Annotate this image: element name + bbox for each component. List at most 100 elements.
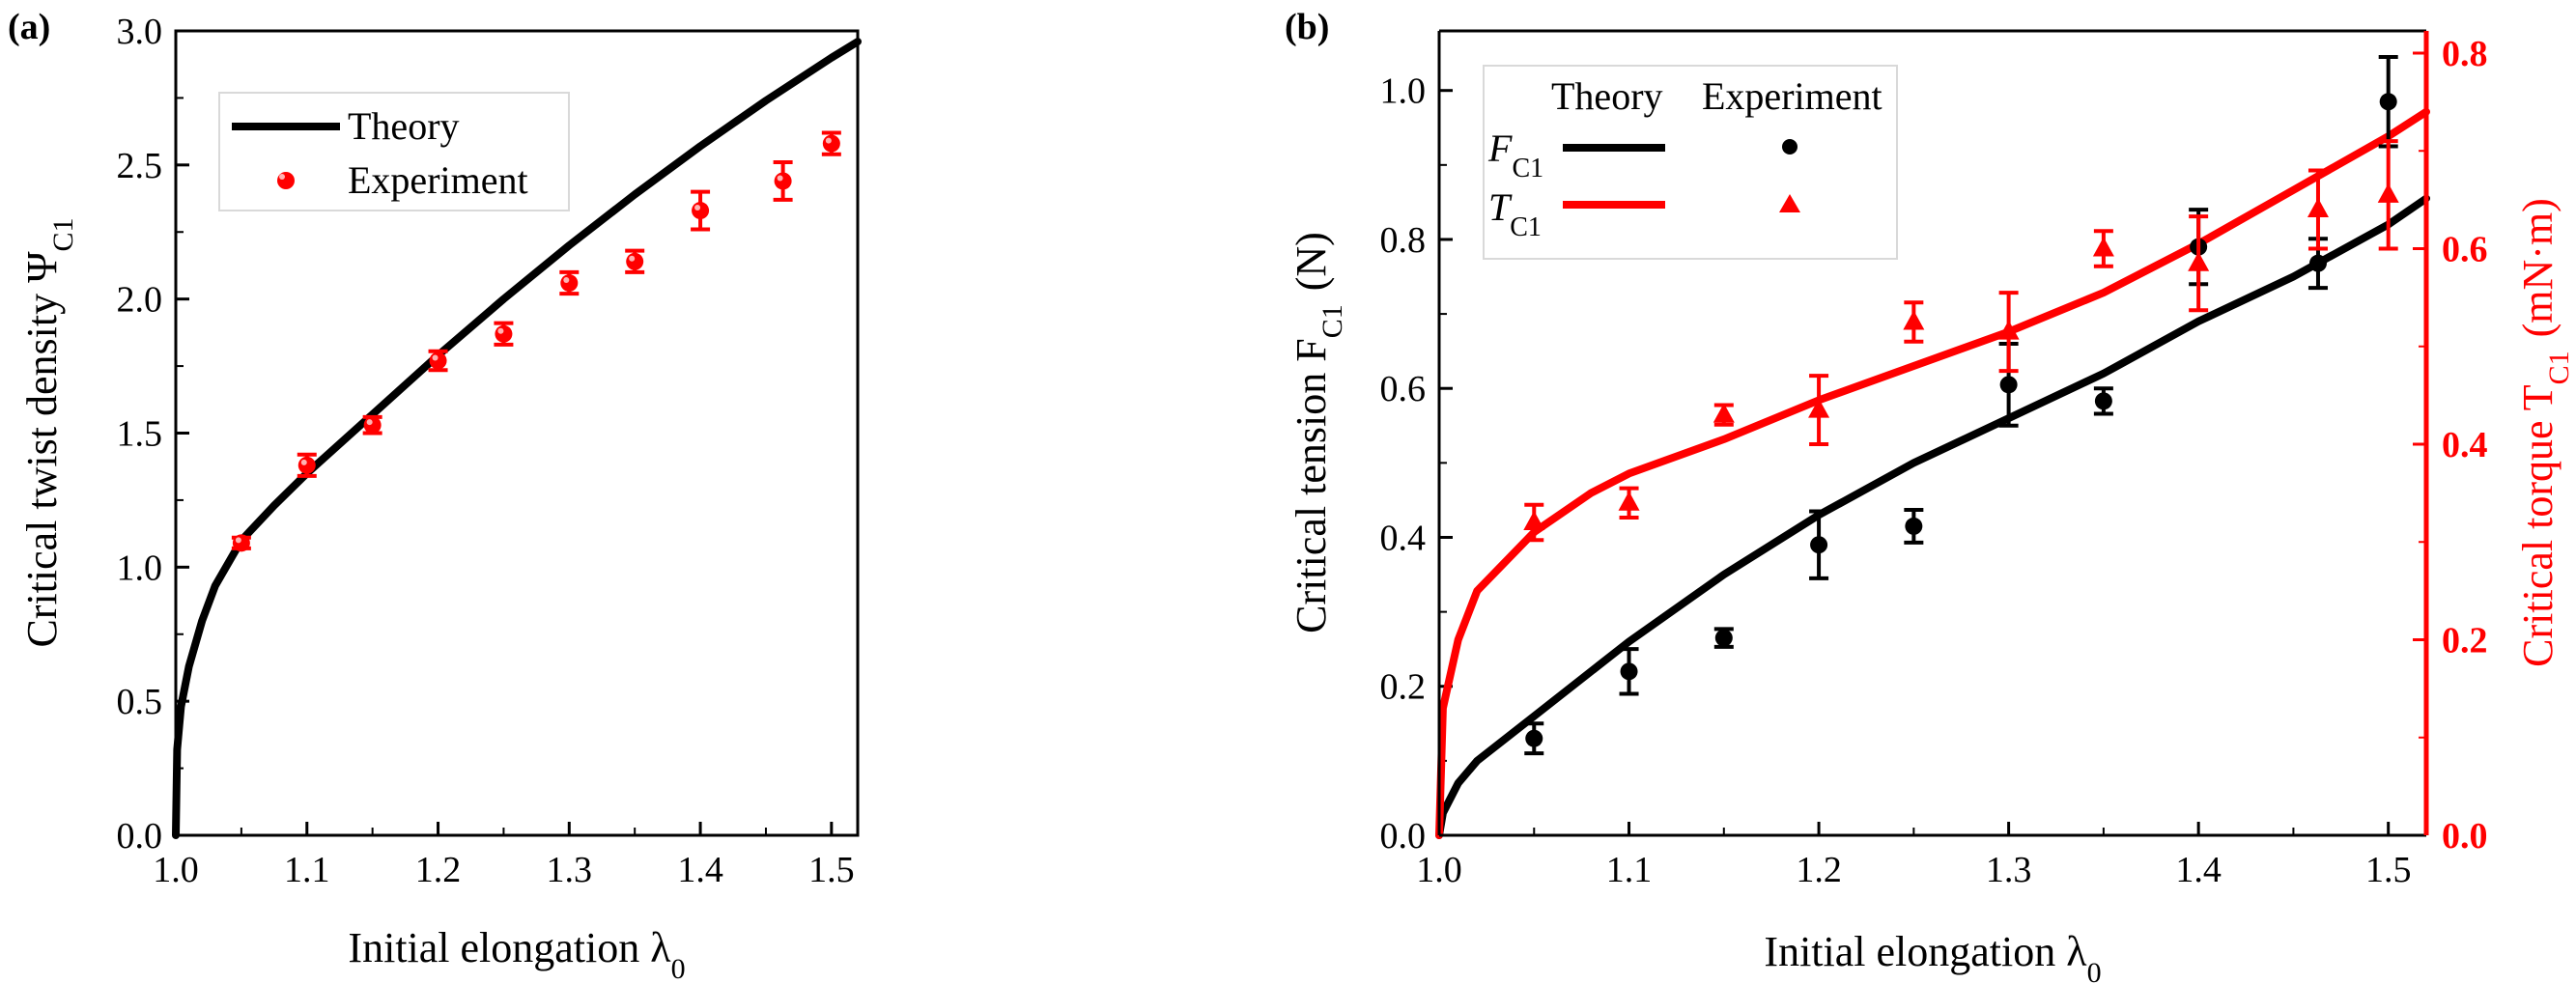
panel-b-t-point-4	[1903, 310, 1925, 330]
panel-a-experiment	[231, 130, 841, 552]
panel-a-xtick-label-1: 1.1	[284, 850, 330, 890]
panel-a-point-4	[495, 324, 513, 343]
panel-a-point-7	[692, 202, 710, 220]
panel-b: (b) 1.0 1.1 1.2 1.3 1.4 1.5 0.0 0.2 0.4 0.6 0.8 1.0…	[1285, 7, 2575, 984]
panel-b-ytick-label-5: 1.0	[1380, 71, 1427, 112]
panel-b-xlabel: Initial elongation λ0	[1764, 928, 2101, 984]
panel-a-point-1	[297, 456, 316, 474]
panel-a-point-5	[560, 274, 579, 293]
panel-a-legend-theory-label: Theory	[348, 104, 460, 148]
panel-a-theory	[172, 38, 862, 839]
panel-b-legend-box	[1483, 65, 1898, 260]
panel-b-y2label: Critical torque TC1(mN·m)	[2514, 198, 2575, 667]
panel-b-legend-t-marker	[1779, 194, 1800, 212]
panel-a-point-highlight-4	[497, 327, 504, 334]
panel-a-point-0	[232, 534, 250, 552]
panel-a-legend-experiment-highlight	[279, 174, 285, 180]
panel-a-point-9	[822, 134, 840, 153]
panel-a-ticks: 1.0 1.1 1.2 1.3 1.4 1.5 0.0 0.5 1.0 1.5 2.0 2.5 3.0	[117, 12, 855, 890]
panel-b-xtick-label-0: 1.0	[1416, 850, 1462, 890]
panel-a-point-highlight-8	[777, 175, 783, 182]
panel-b-f-point-6	[2094, 392, 2112, 410]
panel-b-ytick-label-3: 0.6	[1380, 369, 1427, 409]
panel-a-ytick-label-4: 2.0	[117, 280, 163, 321]
panel-a-legend-box	[218, 92, 570, 211]
panel-a-legend: Theory Experiment	[218, 92, 570, 211]
panel-b-legend-t-label: TC1	[1488, 185, 1542, 242]
panel-b-legend-f-marker	[1782, 139, 1798, 155]
panel-a-theory-curve	[172, 38, 862, 839]
panel-a-point-8	[774, 172, 792, 190]
panel-a-point-highlight-9	[825, 137, 832, 144]
panel-a-xlabel: Initial elongation λ0	[348, 924, 685, 984]
panel-b-legend-header-experiment: Experiment	[1702, 74, 1882, 118]
panel-a-point-highlight-7	[694, 205, 701, 211]
panel-b-t-point-8	[2307, 198, 2329, 217]
panel-a-point-6	[626, 252, 644, 270]
panel-a-xtick-label-4: 1.4	[677, 850, 723, 890]
panel-b-f-point-5	[1999, 376, 2018, 394]
panel-b-f-point-9	[2379, 93, 2397, 111]
panel-a-legend-experiment-marker	[277, 172, 295, 189]
panel-a-point-3	[429, 351, 447, 370]
panel-a-ytick-label-2: 1.0	[117, 548, 163, 588]
panel-a-ytick-label-1: 0.5	[117, 682, 163, 722]
panel-a-xtick-label-5: 1.5	[808, 850, 855, 890]
panel-b-ylabel: Critical tension FC1(N)	[1288, 232, 1348, 633]
panel-a-ytick-label-5: 2.5	[117, 146, 163, 186]
panel-b-xtick-label-2: 1.2	[1796, 850, 1842, 890]
panel-b-right-ytick-label-1: 0.2	[2442, 621, 2488, 661]
panel-b-right-ytick-label-0: 0.0	[2442, 816, 2488, 857]
panel-a-point-highlight-5	[563, 277, 570, 284]
panel-b-t-point-1	[1618, 491, 1640, 511]
panel-b-f-point-4	[1905, 517, 1923, 535]
panel-b-legend: Theory Experiment FC1 TC1	[1483, 65, 1898, 260]
panel-b-t-point-0	[1523, 511, 1545, 530]
panel-b-t-point-6	[2092, 237, 2114, 257]
panel-a-legend-experiment-label: Experiment	[348, 158, 528, 202]
panel-a-point-highlight-3	[432, 354, 439, 361]
panel-a-ytick-label-6: 3.0	[117, 12, 163, 52]
panel-a-ylabel: Critical twist density ΨC1	[18, 217, 79, 647]
panel-b-ytick-label-4: 0.8	[1380, 220, 1427, 261]
panel-a-ytick-label-3: 1.5	[117, 414, 163, 455]
panel-a-label: (a)	[8, 7, 50, 47]
panel-b-right-ytick-label-3: 0.6	[2442, 230, 2488, 270]
panel-b-ytick-label-0: 0.0	[1380, 816, 1427, 857]
panel-a-xtick-label-3: 1.3	[547, 850, 593, 890]
panel-b-ytick-label-2: 0.4	[1380, 518, 1427, 558]
panel-b-label: (b)	[1285, 7, 1329, 47]
panel-b-right-ytick-label-2: 0.4	[2442, 425, 2488, 465]
panel-a-xtick-label-2: 1.2	[415, 850, 462, 890]
panel-a-xtick-label-0: 1.0	[153, 850, 199, 890]
panel-b-f-point-1	[1620, 662, 1638, 681]
panel-b-xtick-label-4: 1.4	[2175, 850, 2222, 890]
panel-b-t-point-3	[1808, 398, 1830, 418]
panel-b-xtick-label-5: 1.5	[2365, 850, 2412, 890]
panel-b-xtick-label-3: 1.3	[1986, 850, 2032, 890]
panel-b-f-point-3	[1810, 536, 1828, 554]
panel-a-point-highlight-6	[629, 255, 636, 262]
panel-b-right-ytick-label-4: 0.8	[2442, 34, 2488, 74]
panel-b-t-point-9	[2377, 183, 2399, 203]
panel-b-legend-header-theory: Theory	[1551, 74, 1663, 118]
panel-b-t-point-2	[1713, 403, 1735, 423]
panel-a-point-2	[363, 416, 382, 435]
panel-b-legend-f-label: FC1	[1487, 127, 1543, 183]
panel-a-point-highlight-1	[300, 459, 307, 465]
panel-a-ytick-label-0: 0.0	[117, 816, 163, 857]
panel-b-t-point-5	[1997, 320, 2020, 340]
panel-b-t-theory-curve	[1435, 107, 2430, 839]
panel-b-ytick-label-1: 0.2	[1380, 667, 1427, 708]
panel-a-point-highlight-0	[235, 537, 241, 544]
panel-b-xtick-label-1: 1.1	[1606, 850, 1653, 890]
panel-a-frame	[174, 29, 860, 837]
panel-b-experiment	[1523, 54, 2399, 756]
panel-b-ticks: 1.0 1.1 1.2 1.3 1.4 1.50.00.20.40.60.81.00.00…	[1380, 34, 2488, 890]
panel-a-point-highlight-2	[366, 419, 373, 426]
panel-b-f-point-2	[1714, 629, 1733, 647]
panel-b-f-point-8	[2308, 254, 2327, 272]
panel-b-t-point-7	[2188, 251, 2210, 271]
panel-a: (a) 1.0 1.1 1.2 1.3 1.4 1.5 0.0 0.5 1.0 1.5 2.0 2.5…	[8, 7, 862, 984]
